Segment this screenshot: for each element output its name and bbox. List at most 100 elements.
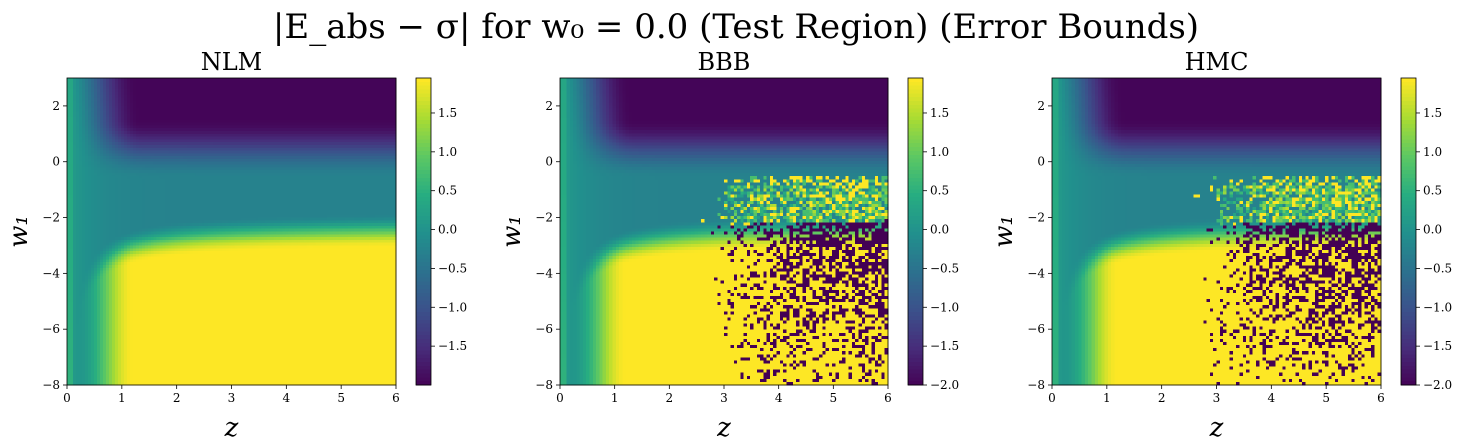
heatmap-cell — [132, 139, 137, 143]
heatmap-cell — [192, 290, 197, 294]
heatmap-cell — [96, 345, 101, 350]
heatmap-cell — [111, 334, 116, 338]
heatmap-cell — [123, 312, 128, 316]
heatmap-cell — [67, 111, 71, 115]
heatmap-cell — [177, 231, 182, 235]
heatmap-cell — [96, 262, 101, 266]
heatmap-cell — [186, 225, 191, 230]
heatmap-cell — [153, 256, 158, 260]
heatmap-cell — [129, 231, 134, 235]
heatmap-cell — [111, 150, 116, 154]
heatmap-cell — [90, 122, 95, 126]
heatmap-cell — [102, 292, 107, 297]
heatmap-cell — [81, 239, 86, 244]
heatmap-cell — [186, 231, 191, 235]
heatmap-cell — [93, 167, 98, 171]
heatmap-cell — [174, 94, 179, 98]
heatmap-cell — [150, 259, 155, 263]
heatmap-cell — [67, 175, 71, 179]
heatmap-cell — [67, 357, 71, 361]
heatmap-cell — [108, 131, 113, 135]
heatmap-cell — [183, 337, 188, 341]
heatmap-cell — [96, 136, 101, 140]
heatmap-cell — [141, 211, 146, 216]
heatmap-cell — [165, 114, 170, 118]
heatmap-cell — [135, 382, 140, 386]
heatmap-cell — [171, 304, 176, 308]
heatmap-cell — [78, 170, 83, 174]
heatmap-cell — [171, 245, 176, 249]
heatmap-cell — [192, 80, 197, 84]
heatmap-cell — [144, 206, 149, 210]
heatmap-cell — [108, 195, 113, 199]
heatmap-cell — [186, 164, 191, 168]
heatmap-cell — [147, 248, 152, 252]
heatmap-cell — [120, 195, 125, 199]
heatmap-cell — [67, 164, 71, 168]
heatmap-cell — [117, 203, 122, 207]
heatmap-cell — [105, 306, 110, 311]
heatmap-cell — [171, 337, 176, 341]
heatmap-cell — [69, 139, 74, 143]
heatmap-cell — [84, 156, 89, 160]
heatmap-cell — [159, 91, 164, 96]
heatmap-cell — [93, 295, 98, 299]
heatmap-cell — [81, 136, 86, 140]
heatmap-cell — [201, 189, 205, 193]
heatmap-cell — [159, 312, 164, 316]
heatmap-cell — [81, 234, 86, 238]
heatmap-cell — [102, 351, 107, 355]
heatmap-cell — [78, 371, 83, 375]
heatmap-cell — [78, 223, 83, 227]
heatmap-cell — [96, 362, 101, 366]
heatmap-cell — [156, 150, 161, 154]
heatmap-cell — [114, 144, 119, 149]
heatmap-cell — [117, 348, 122, 352]
heatmap-cell — [105, 144, 110, 149]
heatmap-cell — [93, 164, 98, 168]
heatmap-cell — [150, 167, 155, 171]
heatmap-cell — [174, 267, 179, 271]
heatmap-cell — [99, 167, 104, 171]
heatmap-cell — [186, 136, 191, 140]
heatmap-cell — [99, 228, 104, 232]
heatmap-cell — [135, 220, 140, 224]
heatmap-cell — [186, 345, 191, 350]
heatmap-cell — [195, 161, 199, 165]
heatmap-cell — [123, 91, 128, 96]
heatmap-cell — [177, 181, 182, 185]
heatmap-cell — [99, 153, 104, 157]
heatmap-cell — [99, 309, 104, 313]
heatmap-cell — [159, 365, 164, 369]
heatmap-cell — [141, 147, 146, 151]
heatmap-cell — [198, 359, 202, 364]
heatmap-cell — [144, 200, 149, 204]
heatmap-cell — [87, 351, 92, 355]
heatmap-cell — [90, 128, 95, 132]
heatmap-cell — [180, 318, 185, 322]
heatmap-cell — [108, 228, 113, 232]
heatmap-cell — [102, 125, 107, 129]
heatmap-cell — [177, 178, 182, 182]
heatmap-cell — [84, 264, 89, 269]
heatmap-cell — [135, 203, 140, 207]
heatmap-cell — [159, 89, 164, 93]
heatmap-cell — [180, 117, 185, 121]
heatmap-cell — [153, 242, 158, 246]
heatmap-cell — [72, 220, 77, 224]
heatmap-cell — [138, 91, 143, 96]
heatmap-cell — [120, 306, 125, 311]
heatmap-cell — [93, 304, 98, 308]
heatmap-cell — [102, 80, 107, 84]
heatmap-cell — [90, 292, 95, 297]
heatmap-cell — [84, 83, 89, 87]
heatmap-cell — [153, 156, 158, 160]
heatmap-cell — [183, 83, 188, 87]
heatmap-cell — [156, 156, 161, 160]
heatmap-cell — [192, 278, 197, 283]
heatmap-cell — [165, 117, 170, 121]
heatmap-cell — [198, 234, 202, 238]
heatmap-cell — [162, 251, 167, 255]
heatmap-cell — [162, 242, 167, 246]
heatmap-cell — [162, 144, 167, 149]
